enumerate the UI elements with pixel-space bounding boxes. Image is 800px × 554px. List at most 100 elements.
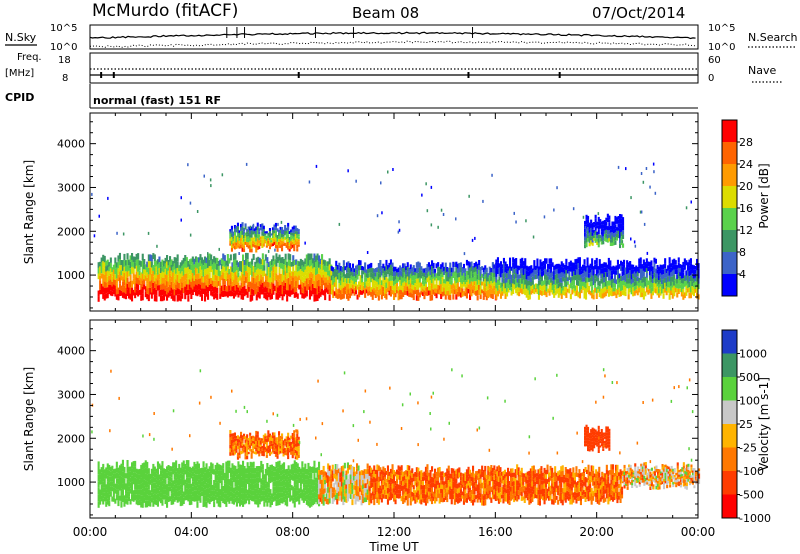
range-cell (639, 274, 642, 281)
range-cell (286, 267, 289, 274)
range-cell (385, 282, 388, 289)
range-cell (645, 282, 648, 288)
range-cell (147, 479, 150, 485)
range-cell (402, 472, 405, 477)
range-cell (301, 489, 304, 495)
range-cell (664, 268, 667, 273)
range-cell (225, 474, 228, 481)
range-cell (692, 269, 695, 275)
range-cell (216, 263, 219, 270)
range-cell (459, 277, 462, 283)
range-cell (251, 490, 254, 496)
range-cell (257, 466, 260, 472)
range-cell (562, 263, 565, 268)
range-cell (225, 291, 228, 297)
range-cell (132, 278, 135, 285)
range-cell (132, 466, 135, 473)
range-cell (222, 468, 225, 475)
range-cell (234, 265, 237, 272)
range-cell (318, 499, 321, 505)
range-cell (475, 271, 478, 277)
range-cell (423, 498, 426, 503)
scatter-echo (442, 213, 445, 216)
range-cell (456, 468, 459, 474)
range-cell (464, 489, 467, 494)
range-cell (414, 268, 417, 272)
range-cell (327, 469, 330, 476)
range-cell (283, 490, 286, 497)
range-cell (131, 294, 134, 302)
range-cell (597, 221, 600, 226)
range-cell (344, 274, 347, 279)
range-cell (253, 244, 256, 248)
range-cell (167, 276, 170, 282)
range-cell (373, 488, 376, 494)
range-cell (261, 239, 264, 244)
range-cell (608, 222, 611, 227)
range-cell (501, 273, 504, 278)
range-cell (318, 474, 321, 480)
range-cell (260, 284, 263, 290)
range-cell (412, 270, 415, 276)
range-cell (258, 275, 261, 282)
range-cell (202, 500, 205, 507)
range-cell (571, 262, 574, 267)
range-cell (153, 261, 156, 268)
range-cell (347, 289, 350, 296)
range-cell (472, 482, 475, 489)
range-cell (602, 236, 605, 241)
range-cell (327, 284, 330, 290)
range-cell (166, 484, 169, 490)
range-cell (679, 272, 682, 277)
range-cell (100, 467, 103, 473)
range-cell (577, 268, 580, 275)
range-cell (696, 270, 699, 276)
range-cell (453, 285, 456, 290)
scatter-echo (355, 179, 357, 183)
range-cell (488, 266, 491, 271)
range-cell (141, 488, 144, 496)
range-cell (146, 494, 149, 501)
range-cell (97, 290, 100, 297)
range-cell (560, 288, 563, 294)
range-cell (290, 235, 293, 238)
range-cell (131, 266, 134, 274)
range-cell (578, 257, 581, 264)
range-cell (377, 476, 380, 483)
range-cell (268, 234, 271, 237)
range-cell (560, 261, 563, 267)
range-cell (150, 497, 153, 503)
range-cell (562, 267, 565, 273)
range-cell (208, 284, 211, 292)
range-cell (409, 500, 412, 506)
range-cell (458, 277, 461, 282)
range-cell (225, 487, 228, 494)
range-cell (515, 263, 518, 268)
range-cell (424, 494, 427, 500)
scatter-echo (685, 206, 688, 210)
range-cell (241, 234, 244, 240)
range-cell (465, 493, 468, 498)
range-cell (132, 289, 135, 296)
range-cell (273, 227, 276, 231)
range-cell (255, 499, 258, 505)
range-cell (697, 294, 700, 300)
range-cell (613, 287, 616, 292)
range-cell (464, 288, 467, 293)
range-cell (608, 219, 611, 223)
nave-tick-bottom: 0 (708, 73, 714, 84)
range-cell (163, 478, 166, 484)
range-cell (266, 269, 269, 276)
range-cell (251, 473, 254, 479)
range-cell (237, 267, 240, 273)
range-cell (402, 273, 405, 278)
range-cell (242, 467, 245, 474)
range-cell (240, 288, 243, 294)
range-cell (167, 480, 170, 487)
range-cell (175, 460, 178, 467)
range-cell (289, 478, 292, 484)
range-cell (232, 243, 235, 246)
range-cell (263, 287, 266, 293)
range-cell (455, 267, 458, 273)
range-cell (267, 232, 270, 236)
